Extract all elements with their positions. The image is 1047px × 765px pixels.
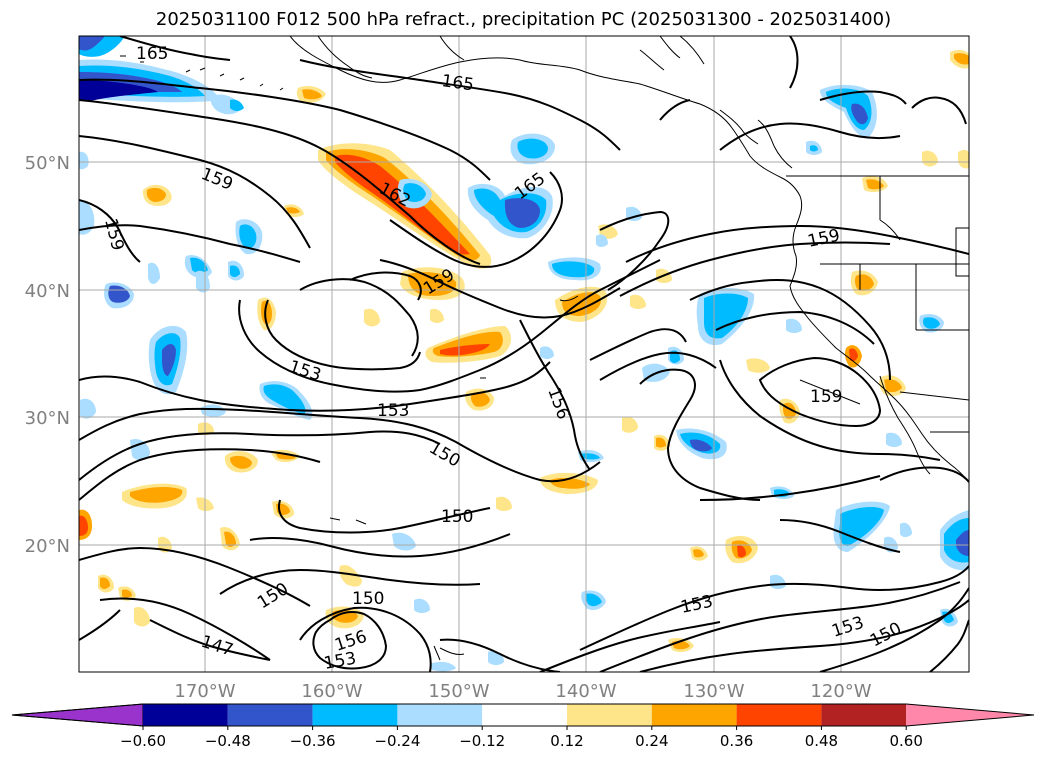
colorbar-tick-label: 0.36 [720, 732, 753, 750]
colorbar-cell [397, 704, 483, 726]
colorbar-tick-label: 0.48 [805, 732, 838, 750]
contour-label: 153 [377, 401, 409, 421]
lat-label: 50°N [25, 153, 70, 174]
contour-label: 159 [810, 387, 842, 407]
colorbar-extend-low [11, 703, 144, 727]
colorbar-tick-label: 0.60 [889, 732, 922, 750]
colorbar-tick-label: −0.12 [459, 732, 505, 750]
contour-label: 165 [440, 71, 475, 95]
lon-label: 170°W [174, 681, 235, 702]
contour-label: 165 [136, 44, 168, 64]
lat-label: 30°N [25, 408, 70, 429]
latitude-labels: 50°N 40°N 30°N 20°N [25, 153, 70, 557]
lon-label: 140°W [555, 681, 616, 702]
lat-label: 20°N [25, 536, 70, 557]
map-title: 2025031100 F012 500 hPa refract., precip… [155, 9, 892, 30]
colorbar-cell [736, 704, 822, 726]
colorbar-tick-label: 0.12 [550, 732, 583, 750]
colorbar-tick-label: −0.36 [290, 732, 336, 750]
colorbar-tick-label: 0.24 [635, 732, 668, 750]
lon-label: 130°W [683, 681, 744, 702]
colorbar-extend-high [906, 704, 1034, 726]
lat-label: 40°N [25, 281, 70, 302]
colorbar-tick-label: −0.60 [120, 732, 166, 750]
lon-label: 150°W [428, 681, 489, 702]
lon-label: 160°W [301, 681, 362, 702]
refractivity-contours [79, 36, 969, 672]
map-frame [78, 35, 970, 673]
contour-label: 150 [441, 507, 473, 527]
colorbar-cell [821, 704, 907, 726]
colorbar-cell [567, 704, 652, 726]
contour-label: 150 [352, 589, 384, 609]
longitude-labels: 170°W 160°W 150°W 140°W 130°W 120°W [174, 681, 871, 702]
lon-label: 120°W [810, 681, 871, 702]
colorbar-cell [651, 704, 737, 726]
colorbar-cell [143, 704, 228, 726]
colorbar-cell [227, 704, 313, 726]
contour-label: 153 [322, 649, 357, 674]
gridlines [79, 36, 969, 672]
colorbar: −0.60 −0.48 −0.36 −0.24 −0.12 0.12 0.24 0.36 0.4… [11, 703, 1035, 750]
coastlines [120, 36, 969, 661]
colorbar-tick-label: −0.24 [374, 732, 420, 750]
colorbar-cell [482, 704, 567, 726]
colorbar-cell [312, 704, 398, 726]
colorbar-tick-label: −0.48 [205, 732, 251, 750]
